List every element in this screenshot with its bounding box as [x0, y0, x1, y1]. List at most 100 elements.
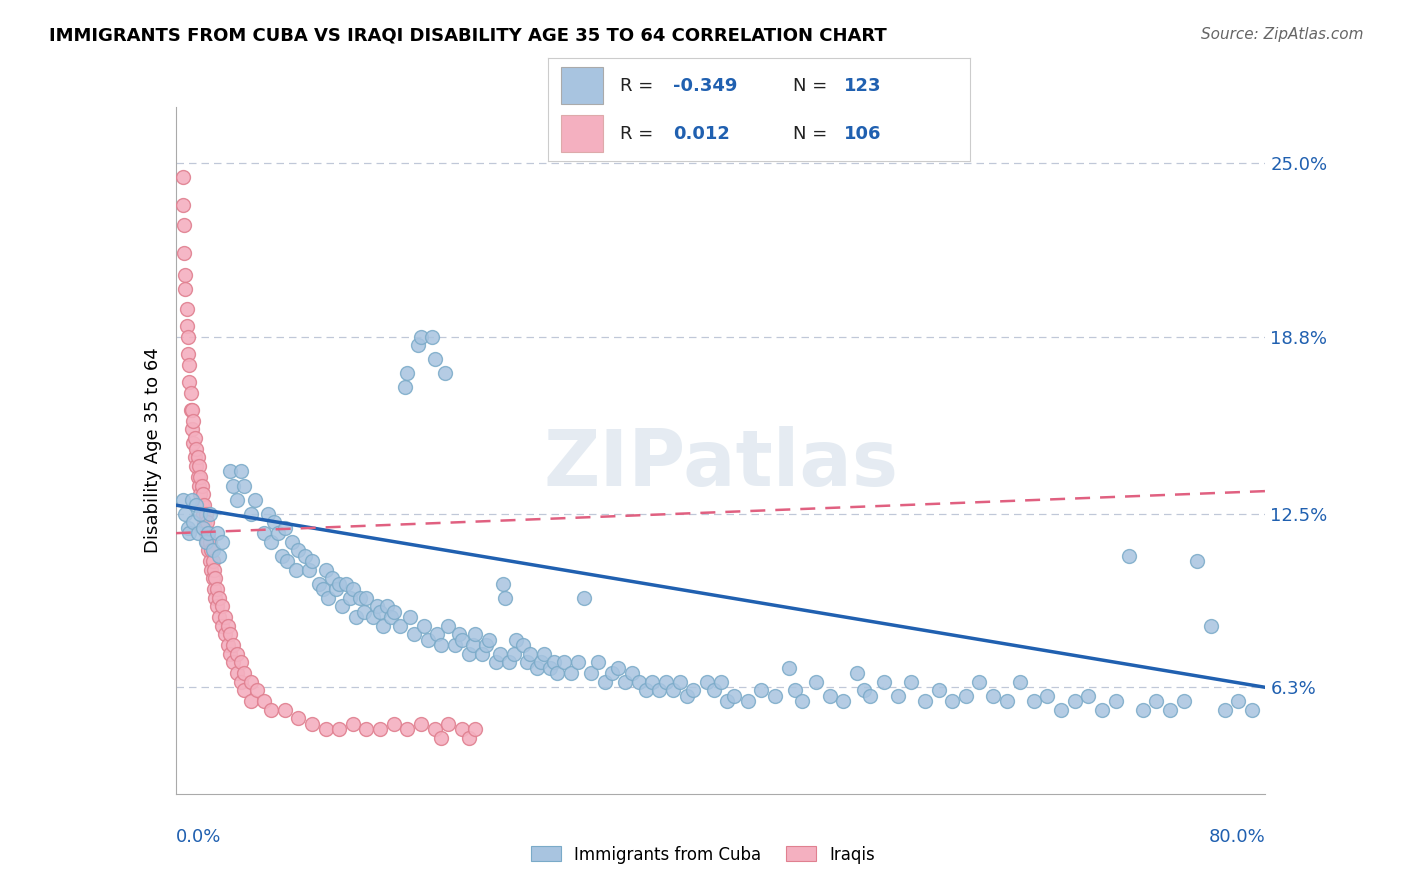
Point — [716, 694, 738, 708]
Point — [176, 318, 198, 333]
Text: N =: N = — [793, 125, 832, 143]
Point — [260, 703, 283, 717]
Point — [447, 627, 470, 641]
Point — [298, 563, 321, 577]
Point — [498, 655, 520, 669]
Point — [1213, 703, 1236, 717]
Point — [335, 576, 357, 591]
Point — [586, 655, 609, 669]
Point — [1118, 549, 1140, 563]
Point — [751, 683, 773, 698]
Point — [512, 638, 534, 652]
Point — [193, 498, 215, 512]
Point — [173, 245, 195, 260]
Point — [1077, 689, 1099, 703]
Point — [368, 723, 391, 737]
Point — [232, 683, 254, 698]
Point — [723, 689, 745, 703]
Point — [195, 515, 218, 529]
Point — [574, 591, 596, 605]
Point — [668, 674, 690, 689]
Point — [330, 599, 353, 613]
Point — [471, 647, 494, 661]
Point — [995, 694, 1018, 708]
Point — [641, 674, 664, 689]
Text: 80.0%: 80.0% — [1209, 828, 1265, 847]
Point — [201, 554, 224, 568]
Point — [464, 627, 486, 641]
Point — [232, 666, 254, 681]
Point — [194, 507, 217, 521]
Point — [183, 414, 205, 428]
Point — [194, 534, 217, 549]
Text: Source: ZipAtlas.com: Source: ZipAtlas.com — [1201, 27, 1364, 42]
Point — [301, 554, 323, 568]
Point — [200, 563, 222, 577]
Point — [356, 591, 378, 605]
Point — [404, 627, 426, 641]
Point — [941, 694, 963, 708]
Point — [457, 647, 479, 661]
Point — [177, 330, 200, 344]
Point — [423, 352, 446, 367]
Point — [239, 694, 262, 708]
Point — [533, 647, 555, 661]
Point — [437, 716, 460, 731]
Point — [198, 534, 221, 549]
Point — [174, 507, 197, 521]
Point — [420, 330, 443, 344]
Point — [675, 689, 697, 703]
Point — [172, 170, 194, 185]
Point — [873, 674, 896, 689]
Point — [464, 723, 486, 737]
Point — [226, 666, 249, 681]
Point — [356, 723, 378, 737]
Point — [328, 723, 350, 737]
Point — [607, 661, 630, 675]
Point — [186, 450, 209, 465]
Point — [172, 492, 194, 507]
FancyBboxPatch shape — [561, 67, 603, 104]
Point — [301, 716, 323, 731]
Point — [696, 674, 718, 689]
Point — [763, 689, 786, 703]
Point — [184, 431, 207, 445]
Text: 106: 106 — [844, 125, 882, 143]
Point — [1063, 694, 1085, 708]
Point — [1022, 694, 1045, 708]
Point — [208, 549, 231, 563]
Point — [900, 674, 922, 689]
Point — [344, 610, 367, 624]
Point — [260, 534, 283, 549]
Point — [239, 674, 262, 689]
Point — [703, 683, 725, 698]
Point — [198, 554, 221, 568]
Point — [342, 716, 364, 731]
Point — [187, 458, 209, 473]
Point — [183, 436, 205, 450]
Point — [172, 198, 194, 212]
Point — [804, 674, 827, 689]
Point — [190, 478, 212, 492]
Point — [928, 683, 950, 698]
Point — [1187, 554, 1209, 568]
Point — [177, 520, 200, 534]
Point — [1010, 674, 1032, 689]
Point — [489, 647, 512, 661]
Point — [188, 487, 211, 501]
Text: 123: 123 — [844, 77, 882, 95]
Point — [263, 515, 285, 529]
Point — [600, 666, 623, 681]
Point — [179, 358, 201, 372]
Point — [423, 723, 446, 737]
Point — [201, 543, 224, 558]
Point — [267, 526, 290, 541]
Point — [222, 638, 245, 652]
Point — [312, 582, 335, 597]
Point — [368, 605, 391, 619]
Point — [845, 666, 868, 681]
Text: -0.349: -0.349 — [672, 77, 737, 95]
Point — [274, 703, 297, 717]
Point — [205, 599, 228, 613]
Point — [181, 492, 204, 507]
